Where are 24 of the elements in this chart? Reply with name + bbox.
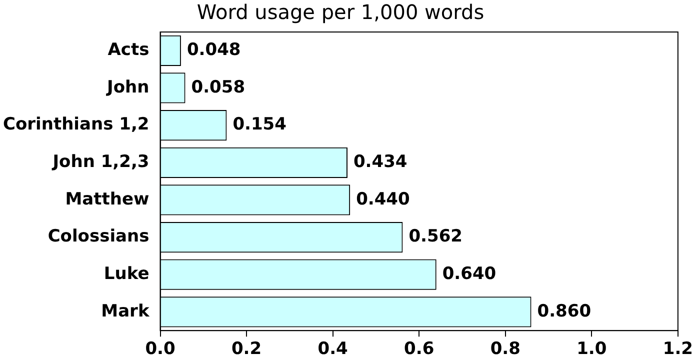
y-tick-label: John [106,77,150,98]
x-tick-label: 1.0 [576,339,607,360]
y-tick-label: John 1,2,3 [52,152,150,172]
y-tick-label: Acts [108,40,150,60]
x-tick-label: 0.6 [404,339,434,360]
y-tick-label: Colossians [48,226,150,247]
data-label: 0.860 [537,301,592,322]
data-label: 0.048 [186,40,241,60]
data-label: 0.058 [191,77,246,98]
x-tick-label: 0.0 [145,339,176,360]
x-tick-label: 0.4 [318,339,348,360]
data-label: 0.640 [442,264,496,284]
x-tick-label: 1.2 [662,339,694,360]
y-tick-label: Mark [101,301,150,322]
x-tick-label: 0.2 [231,339,262,360]
data-label: 0.434 [353,152,408,172]
data-label: 0.154 [232,114,287,135]
data-label: 0.562 [408,226,462,247]
y-tick-label: Matthew [65,189,150,210]
y-tick-label: Luke [104,264,150,284]
y-tick-label: Corinthians 1,2 [2,114,150,135]
chart-title: Word usage per 1,000 words [196,0,484,24]
data-label: 0.440 [356,189,410,210]
x-tick-label: 0.8 [490,339,520,360]
